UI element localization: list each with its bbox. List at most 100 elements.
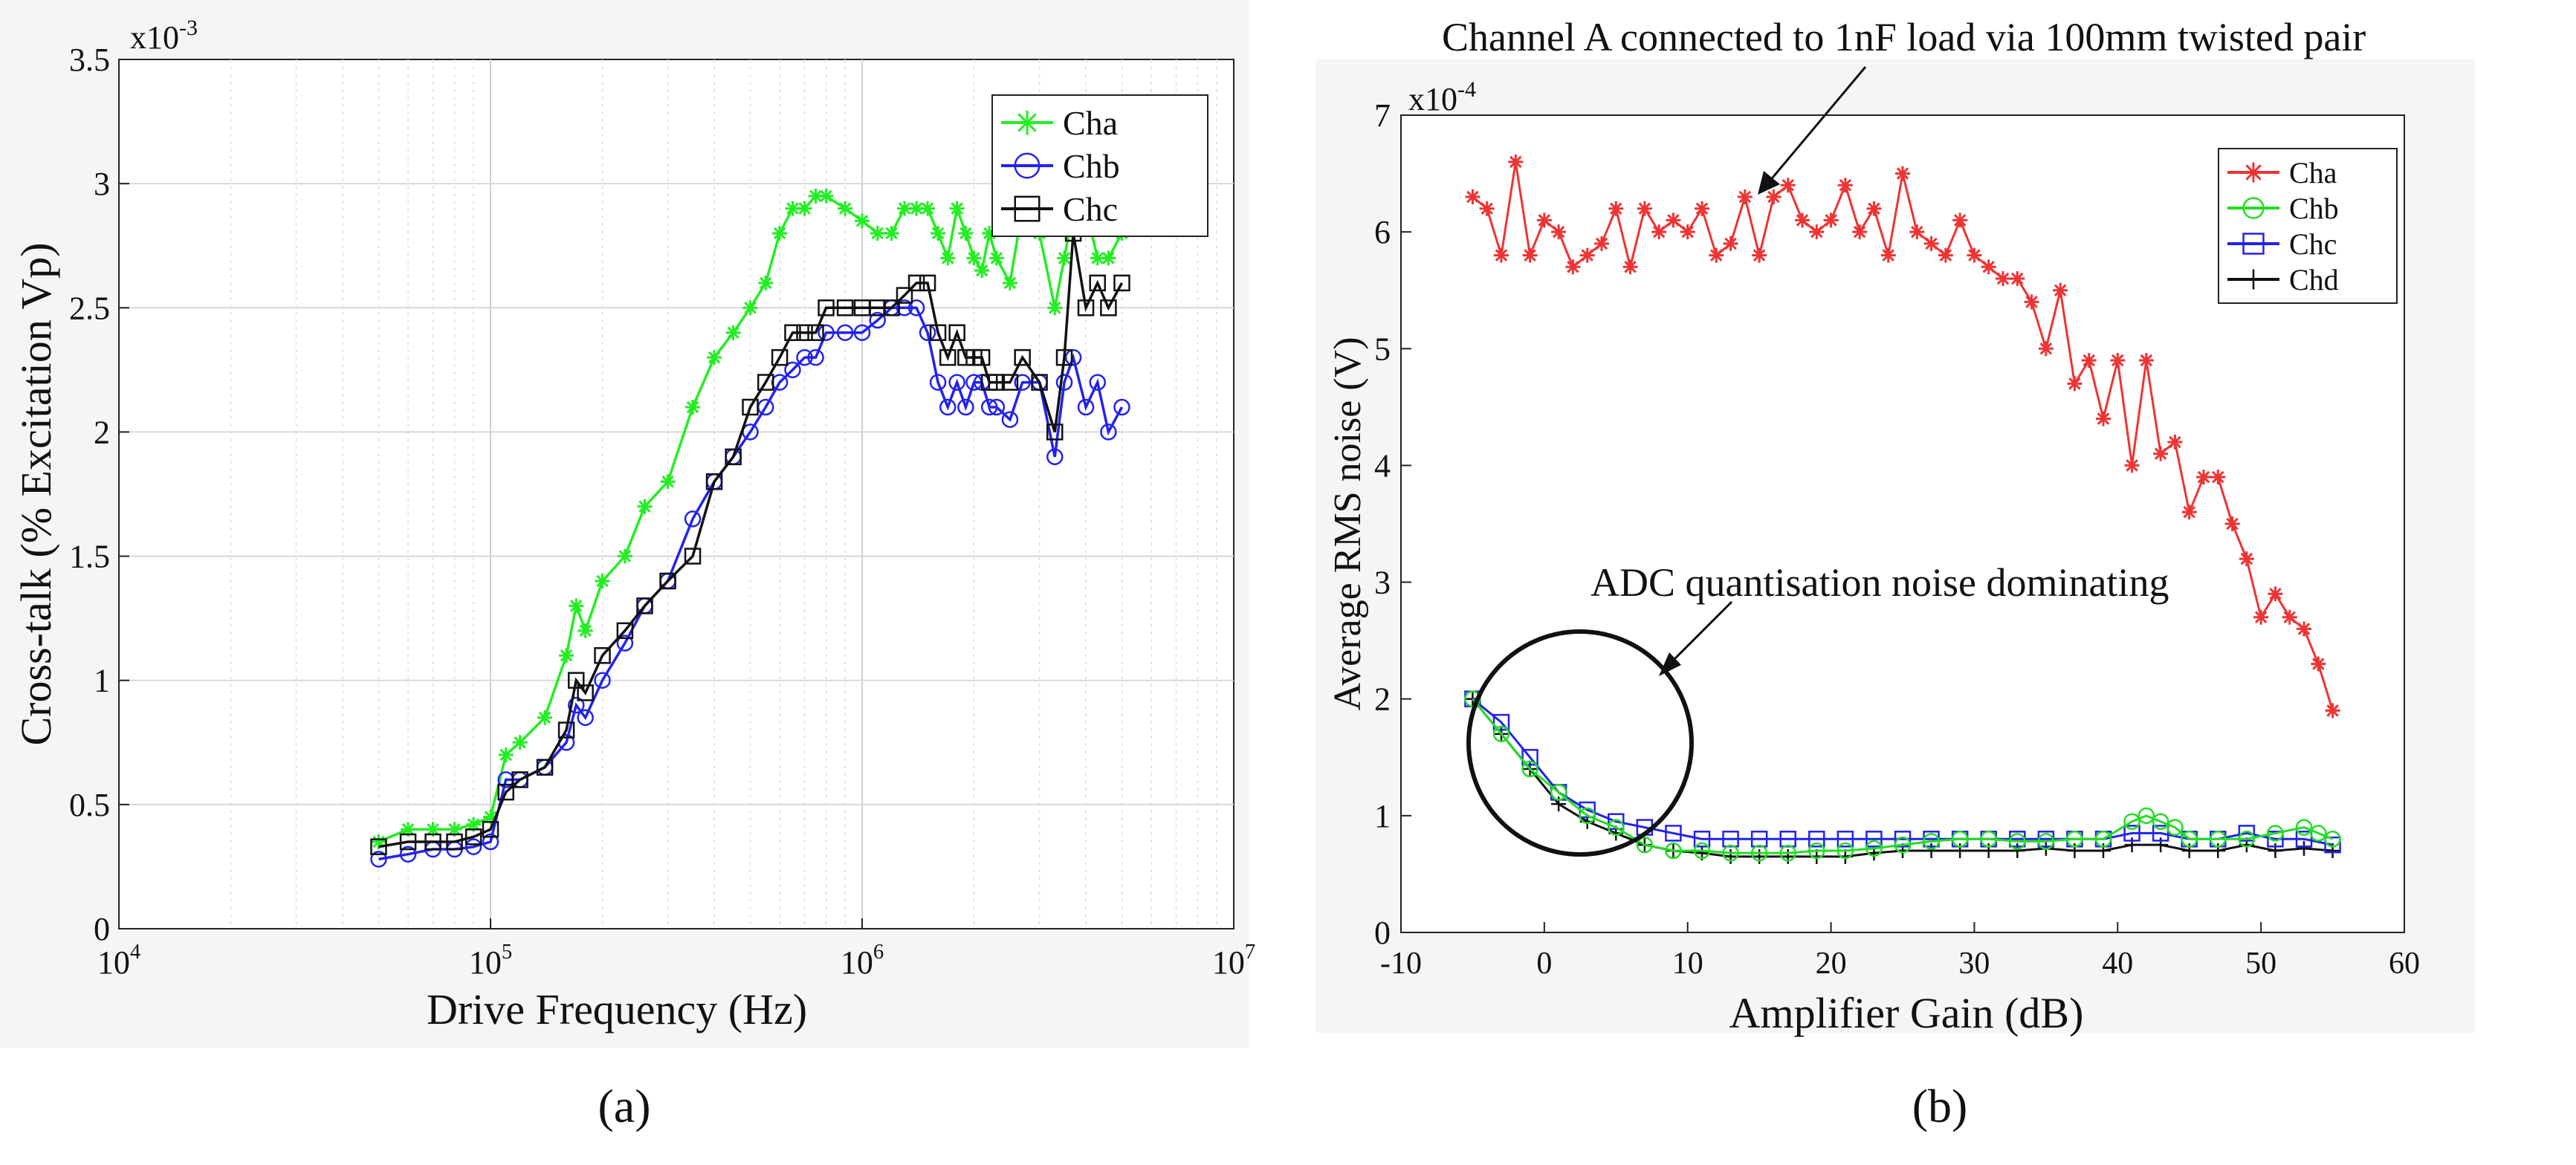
- data-point-cha: [931, 226, 946, 241]
- data-point-chb: [2238, 831, 2256, 848]
- data-point-cha: [1637, 201, 1652, 216]
- data-point-cha: [1880, 247, 1896, 263]
- data-point-chc: [557, 721, 575, 739]
- data-point-cha: [425, 822, 441, 837]
- data-point-cha: [1522, 247, 1538, 263]
- data-point-chc: [1836, 831, 1854, 848]
- data-point-chb: [2166, 819, 2184, 836]
- data-point-cha: [958, 226, 974, 241]
- data-point-chc: [1808, 831, 1825, 848]
- data-point-cha: [617, 548, 632, 564]
- chart-a: 104 105 106 107 0 0.5 1 1.5 2 2.5 3 3.5 x10-3 Drive…: [12, 16, 1255, 1033]
- x-tick-label: 10: [1672, 947, 1703, 981]
- data-point-cha: [785, 201, 800, 216]
- data-point-chb: [2310, 825, 2327, 842]
- data-point-chb: [1579, 807, 1596, 825]
- data-point-chc: [497, 783, 514, 801]
- data-point-cha: [1809, 224, 1825, 240]
- data-point-chb: [1550, 784, 1567, 801]
- data-point-chc: [1665, 825, 1682, 842]
- data-point-cha: [818, 188, 834, 204]
- data-point-chb: [796, 348, 813, 366]
- y-tick-label: 0: [94, 911, 110, 947]
- data-point-chb: [869, 311, 886, 329]
- data-point-chb: [1894, 836, 1912, 854]
- y-tick-label: 6: [1374, 214, 1391, 250]
- data-point-chc: [1031, 374, 1048, 391]
- data-point-cha: [1057, 250, 1072, 266]
- data-point-chc: [2123, 825, 2140, 842]
- data-point-cha: [1565, 259, 1581, 275]
- legend-marker-chc: [2242, 233, 2265, 255]
- data-point-chb: [1001, 411, 1019, 428]
- data-point-cha: [1579, 247, 1595, 263]
- data-point-chc: [424, 833, 441, 851]
- data-point-chc: [636, 597, 653, 614]
- data-point-cha: [2153, 446, 2169, 461]
- data-point-cha: [1852, 224, 1868, 240]
- arrowhead-icon: [1659, 652, 1681, 676]
- data-point-cha: [559, 648, 575, 663]
- data-point-cha: [1494, 247, 1509, 263]
- data-point-chc: [1077, 299, 1095, 317]
- data-point-cha: [577, 623, 593, 638]
- data-point-cha: [1594, 236, 1609, 251]
- data-point-chc: [988, 374, 1006, 391]
- data-point-cha: [1923, 236, 1939, 251]
- data-point-chb: [2295, 819, 2313, 836]
- data-point-cha: [2239, 551, 2254, 567]
- data-point-chb: [907, 299, 925, 317]
- data-point-cha: [758, 275, 774, 291]
- chart-b-y-exponent: x10-4: [1408, 77, 1476, 117]
- legend-label-chc: Chc: [2289, 227, 2337, 261]
- data-point-cha: [988, 250, 1004, 266]
- data-point-chb: [980, 398, 998, 416]
- data-point-chc: [757, 374, 774, 391]
- data-point-chc: [883, 299, 900, 317]
- data-point-chb: [1064, 348, 1082, 366]
- data-point-cha: [1837, 178, 1853, 193]
- data-point-chc: [684, 548, 702, 565]
- chart-a-y-exponent: x10-3: [130, 16, 198, 56]
- data-point-cha: [2138, 353, 2154, 368]
- data-point-cha: [2181, 504, 2197, 520]
- data-point-chc: [896, 287, 913, 304]
- data-point-cha: [725, 325, 741, 340]
- data-point-chc: [771, 348, 789, 366]
- data-point-chc: [939, 348, 957, 366]
- data-point-cha: [1479, 201, 1495, 216]
- data-point-cha: [2325, 703, 2340, 718]
- data-point-cha: [1938, 247, 1953, 263]
- data-point-chb: [370, 851, 387, 868]
- data-point-cha: [2311, 656, 2326, 672]
- data-point-chb: [1608, 819, 1625, 836]
- data-point-cha: [2210, 470, 2226, 485]
- data-point-chb: [2037, 833, 2055, 850]
- x-tick-label: 40: [2102, 947, 2133, 981]
- data-point-cha: [2253, 609, 2269, 625]
- data-point-cha: [2124, 458, 2140, 473]
- data-point-chc: [1492, 713, 1510, 731]
- data-point-chc: [1014, 348, 1031, 366]
- y-tick-label: 0: [1374, 915, 1391, 951]
- data-point-chc: [784, 324, 801, 341]
- data-point-chb: [2009, 833, 2026, 850]
- data-point-chb: [616, 635, 634, 652]
- chart-a-series: [370, 188, 1130, 868]
- data-point-chb: [2123, 813, 2140, 830]
- data-point-chb: [399, 846, 417, 863]
- data-point-cha: [1996, 271, 2010, 286]
- legend-label-cha: Cha: [1063, 104, 1118, 142]
- data-point-cha: [940, 250, 956, 266]
- data-point-cha: [2024, 294, 2039, 310]
- data-point-chb: [919, 324, 936, 341]
- data-point-chc: [465, 828, 482, 846]
- data-point-cha: [1866, 201, 1882, 216]
- data-point-cha: [808, 188, 823, 204]
- data-point-chc: [948, 324, 965, 341]
- data-point-cha: [537, 710, 553, 725]
- chart-b-series: [1464, 154, 2341, 864]
- data-point-chb: [2210, 831, 2227, 848]
- data-point-cha: [2096, 411, 2111, 426]
- data-point-chb: [1521, 760, 1538, 778]
